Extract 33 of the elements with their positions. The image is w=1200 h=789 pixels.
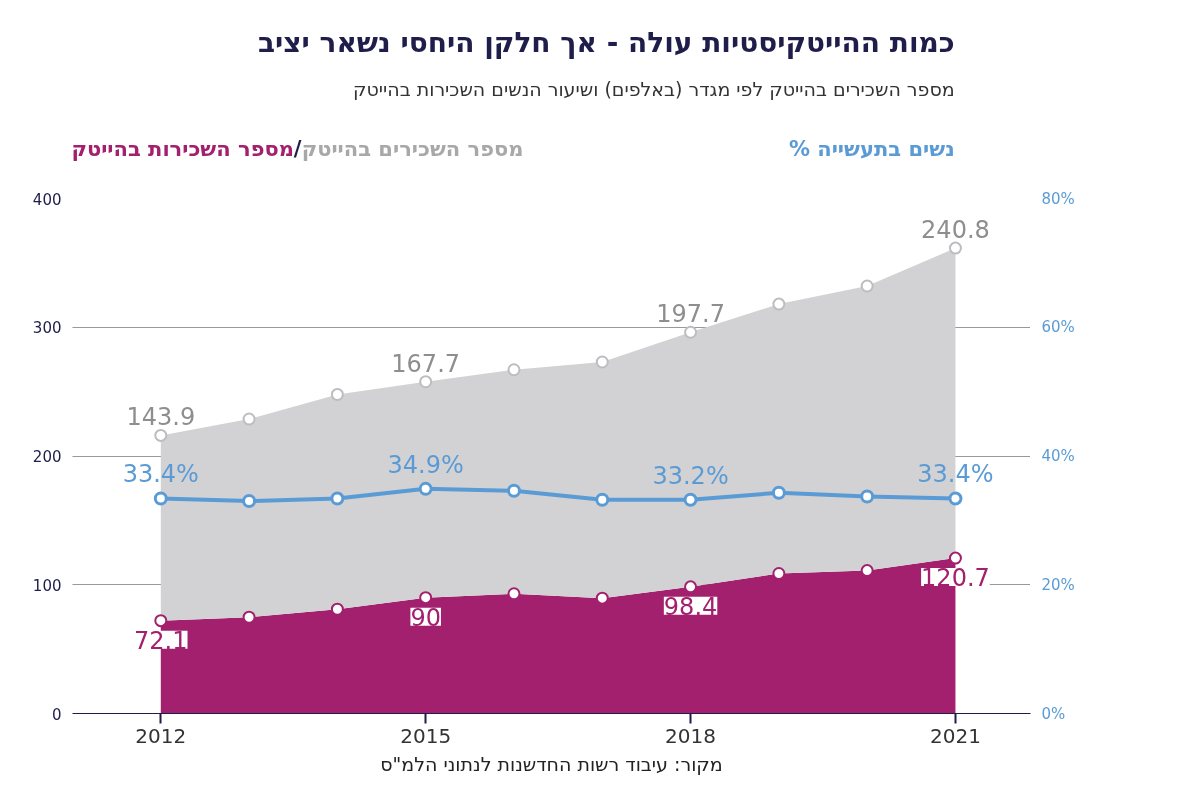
data-label: 33.2% <box>652 461 729 490</box>
data-label: 240.8 <box>921 216 990 245</box>
data-label: 34.9% <box>387 450 464 479</box>
x-tick-label: 2015 <box>400 723 452 748</box>
text: % נשים בתעשייה <box>788 136 955 161</box>
y2-tick-label: 0% <box>1041 704 1066 723</box>
x-tick-label: 2018 <box>665 723 717 748</box>
data-label: 120.7 <box>921 564 990 593</box>
x-tick-label: 2012 <box>135 723 187 748</box>
data-label: 98.4 <box>663 592 718 621</box>
data-label: 197.7 <box>656 300 725 329</box>
y-tick-label: 0 <box>51 705 62 724</box>
data-label: 90 <box>410 603 441 632</box>
chart-subtitle: מספר השכירים בהייטק לפי מגדר (באלפים) ושיעור הנשים השכירות בהייטק <box>352 77 955 100</box>
y2-tick-label: 40% <box>1041 447 1075 465</box>
text: / <box>293 136 302 161</box>
data-label: 72.1 <box>134 626 188 655</box>
text: מספר השכירים בהייטק <box>301 136 524 161</box>
text: מקור: עיבוד רשות החדשנות לנתוני הלמ"ס <box>380 752 723 775</box>
data-label: 33.4% <box>917 460 994 489</box>
y-tick-label: 300 <box>32 319 62 338</box>
data-label: 33.4% <box>122 460 199 489</box>
y2-tick-label: 20% <box>1041 575 1075 594</box>
y2-tick-label: 60% <box>1041 318 1075 337</box>
x-tick-label: 2021 <box>930 723 981 748</box>
text: מספר השכירות בהייטק <box>71 136 294 161</box>
data-label: 167.7 <box>391 349 461 378</box>
y-tick-label: 400 <box>32 190 62 209</box>
y-tick-label: 100 <box>32 576 62 595</box>
y-tick-label: 200 <box>32 448 62 466</box>
data-label: 143.9 <box>126 403 196 432</box>
chart-title: כמות ההייטקיסטיות עולה - אך חלקן היחסי נשאר יציב <box>257 26 955 59</box>
y2-tick-label: 80% <box>1041 189 1075 208</box>
